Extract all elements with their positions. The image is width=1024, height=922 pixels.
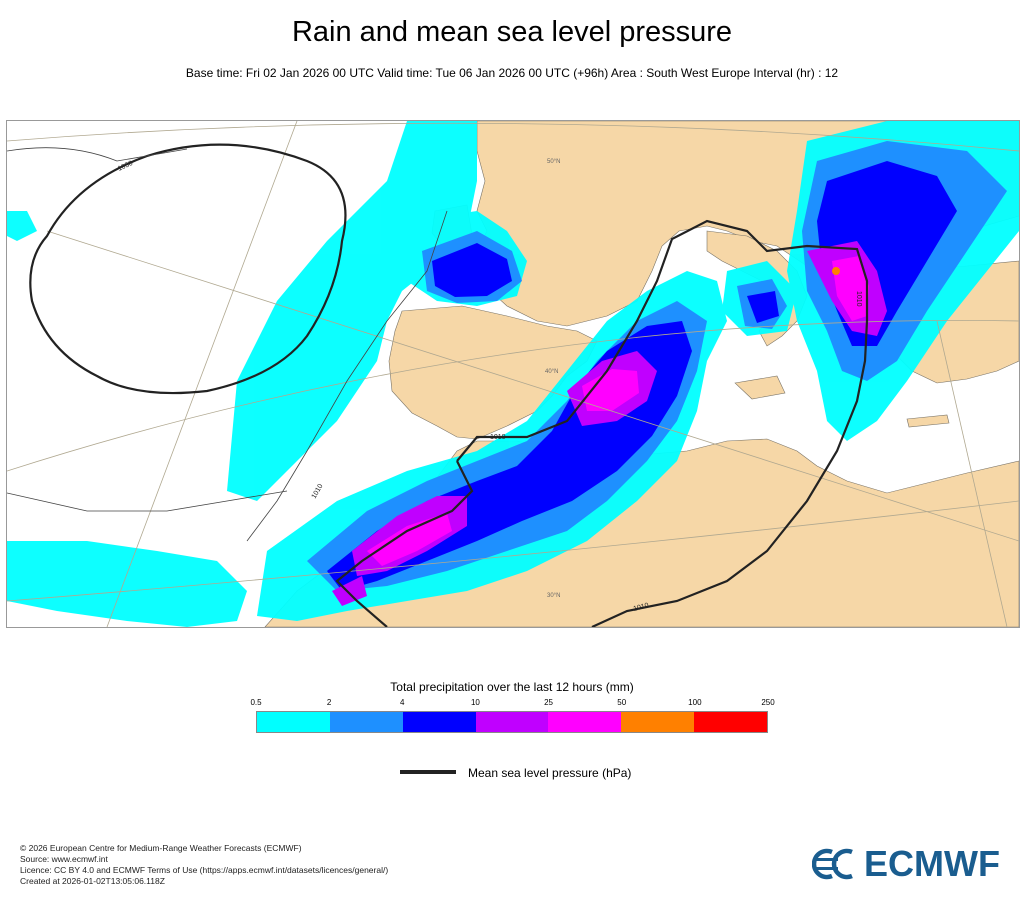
colorbar-cell: [402, 712, 476, 732]
lat-label-50: 50°N: [547, 159, 560, 165]
land-crete: [906, 414, 950, 428]
weather-map[interactable]: 50°N 40°N 30°N 1030 1010 1010 1010 1010: [6, 120, 1020, 628]
pressure-legend-label: Mean sea level pressure (hPa): [468, 766, 632, 780]
chart-subtitle: Base time: Fri 02 Jan 2026 00 UTC Valid …: [185, 66, 839, 80]
land-sicily: [734, 375, 786, 400]
isobar-label-1010-a: 1010: [490, 434, 506, 441]
legend-tick: 0.5: [250, 698, 262, 707]
legend-tick: 25: [544, 698, 554, 707]
precip-legend-ticks: 0.5 2 4 10 25 50 100 250: [250, 698, 774, 710]
colorbar-cell: [694, 712, 768, 732]
chart-title: Rain and mean sea level pressure: [291, 16, 733, 48]
colorbar-cell: [548, 712, 622, 732]
legend-tick: 2: [326, 698, 332, 707]
isobars: [29, 143, 869, 627]
isobar-label-1010-c: 1010: [855, 291, 862, 307]
graticule-labels: 50°N 40°N 30°N: [545, 159, 560, 599]
legend-tick: 250: [761, 698, 775, 707]
colorbar-cell: [475, 712, 549, 732]
footer-credits: © 2026 European Centre for Medium-Range …: [20, 843, 388, 887]
legend-tick: 100: [688, 698, 702, 707]
ecmwf-logo-icon: [812, 848, 853, 880]
precip-legend-title: Total precipitation over the last 12 hou…: [390, 680, 634, 694]
colorbar-cell: [329, 712, 403, 732]
legend-tick: 50: [617, 698, 627, 707]
precip-orange-spot: [832, 267, 840, 275]
isobar-1010-main: [456, 219, 869, 627]
graticule: [7, 121, 1019, 627]
footer-created: Created at 2026-01-02T13:05:06.118Z: [20, 876, 165, 886]
footer-copyright: © 2026 European Centre for Medium-Range …: [20, 843, 302, 853]
isobar-label-1030: 1030: [117, 160, 134, 173]
isobar-label-1010-d: 1010: [311, 483, 325, 500]
colorbar-cell: [621, 712, 695, 732]
legend-tick: 10: [470, 698, 480, 707]
isobar-thin: [7, 147, 448, 542]
footer-source: Source: www.ecmwf.int: [20, 854, 108, 864]
lat-label-30: 30°N: [547, 593, 560, 599]
lat-label-40: 40°N: [545, 369, 558, 375]
ecmwf-logo-text: ECMWF: [864, 843, 1000, 884]
footer-licence: Licence: CC BY 4.0 and ECMWF Terms of Us…: [20, 865, 389, 875]
pressure-line-sample: [400, 770, 456, 774]
precip-magenta: [367, 256, 869, 566]
colorbar-cell: [257, 712, 330, 732]
isobar-1010-west: [335, 460, 474, 627]
precip-colorbar: [256, 711, 768, 733]
isobar-label-1010-b: 1010: [633, 602, 650, 613]
ecmwf-logo[interactable]: ECMWF: [812, 843, 1000, 884]
isobar-high-1030: [29, 143, 347, 395]
legend-tick: 4: [400, 698, 405, 707]
